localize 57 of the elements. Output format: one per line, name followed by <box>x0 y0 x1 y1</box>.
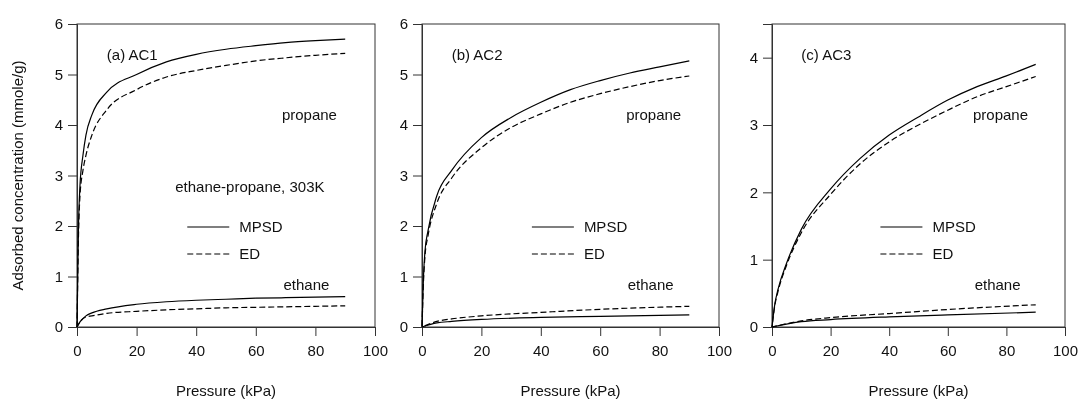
x-tick-label: 20 <box>822 341 840 359</box>
x-tick-label: 0 <box>768 341 777 359</box>
y-tick-label: 2 <box>54 217 63 235</box>
x-tick-label: 20 <box>473 341 491 359</box>
x-tick-label: 100 <box>706 341 733 359</box>
x-tick-label: 60 <box>247 341 265 359</box>
x-tick-label: 40 <box>188 341 206 359</box>
x-tick-label: 0 <box>418 341 427 359</box>
y-tick-label: 5 <box>399 65 408 83</box>
x-tick-label: 0 <box>73 341 82 359</box>
x-axis-title: Pressure (kPa) <box>868 382 969 399</box>
annotation: propane <box>281 106 337 124</box>
y-tick-label: 3 <box>54 166 63 184</box>
x-tick-label: 100 <box>1052 341 1079 359</box>
y-tick-label: 2 <box>749 183 758 201</box>
text: (a) AC1 <box>106 46 158 63</box>
x-tick-label: 60 <box>592 341 610 359</box>
y-tick-label: 1 <box>749 250 758 268</box>
x-tick-label: 100 <box>362 341 389 359</box>
y-tick-label: 5 <box>54 65 63 83</box>
x-tick-label: 80 <box>651 341 669 359</box>
legend-label: ED <box>932 245 954 263</box>
y-tick-label: 0 <box>54 318 63 336</box>
legend-label: ED <box>239 245 261 263</box>
annotation: ethane <box>627 275 674 293</box>
legend-label: ED <box>583 245 605 263</box>
legend-label: MPSD <box>239 218 283 236</box>
y-tick-label: 2 <box>399 217 408 235</box>
y-tick-label: 1 <box>399 267 408 285</box>
legend-label: MPSD <box>583 218 628 236</box>
y-tick-label: 4 <box>749 48 758 66</box>
text: (b) AC2 <box>451 46 503 63</box>
y-tick-label: 1 <box>54 267 63 285</box>
y-tick-label: 3 <box>749 116 758 134</box>
x-axis-title: Pressure (kPa) <box>175 382 277 399</box>
y-tick-label: 0 <box>399 318 408 336</box>
legend-label: MPSD <box>932 218 976 236</box>
x-axis-title: Pressure (kPa) <box>520 382 621 399</box>
y-tick-label: 6 <box>54 15 63 33</box>
x-tick-label: 80 <box>307 341 325 359</box>
legend-title: ethane-propane, 303K <box>175 178 325 196</box>
y-tick-label: 4 <box>54 116 63 134</box>
annotation: ethane <box>974 275 1021 293</box>
text: (c) AC3 <box>801 46 852 63</box>
annotation: propane <box>973 106 1029 124</box>
annotation: ethane <box>283 275 330 293</box>
y-tick-label: 3 <box>399 166 408 184</box>
annotation: propane <box>626 106 682 124</box>
x-tick-label: 60 <box>939 341 957 359</box>
x-tick-label: 20 <box>128 341 146 359</box>
y-axis-title: Adsorbed concentration (mmole/g) <box>9 60 26 291</box>
y-tick-label: 0 <box>749 318 758 336</box>
y-tick-label: 4 <box>399 116 408 134</box>
y-tick-label: 6 <box>399 15 408 33</box>
x-tick-label: 40 <box>532 341 550 359</box>
x-tick-label: 80 <box>998 341 1016 359</box>
x-tick-label: 40 <box>881 341 899 359</box>
